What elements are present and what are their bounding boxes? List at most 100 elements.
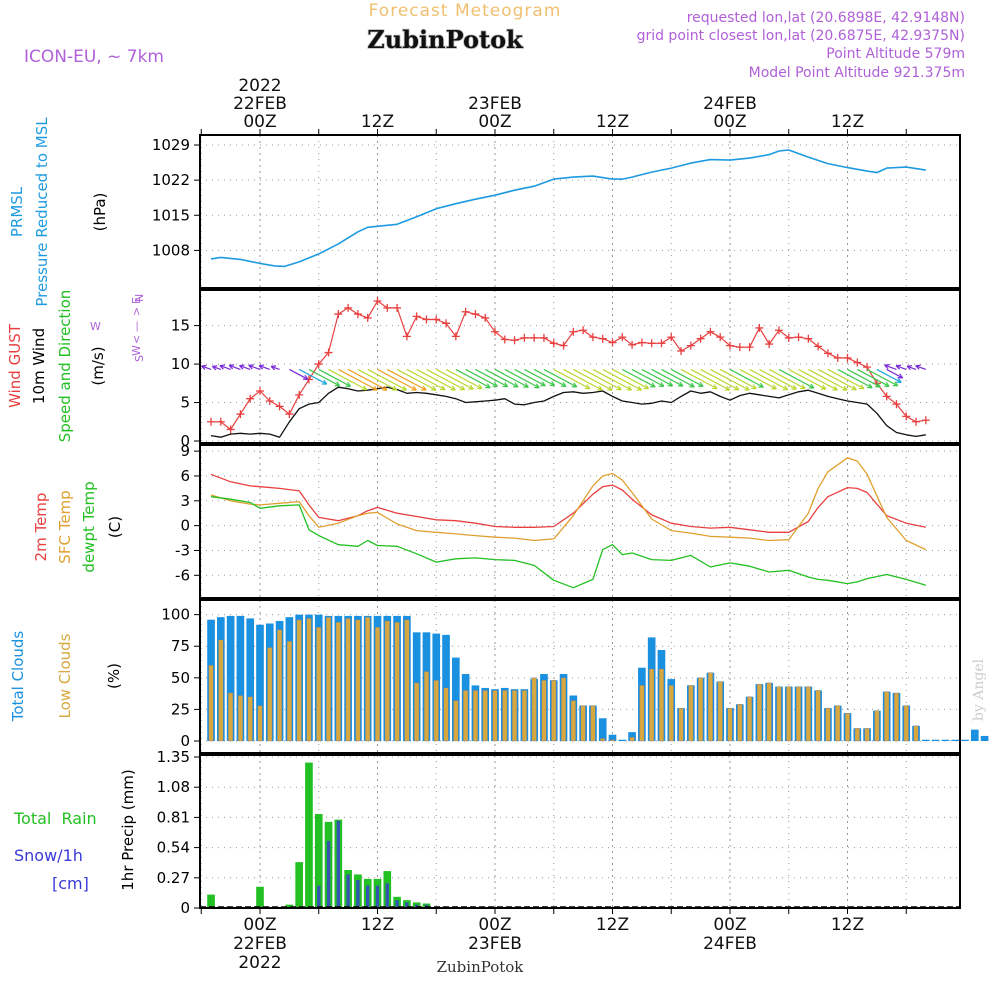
wind-arrow <box>338 368 378 391</box>
wind-arrow <box>201 365 212 371</box>
low-cloud-bar <box>316 627 322 742</box>
wind-arrow-head <box>643 384 650 390</box>
gust-marker <box>559 341 568 350</box>
data-layer <box>200 149 989 908</box>
temperature-panel-frame <box>199 444 961 599</box>
rain-bar <box>295 862 303 908</box>
compass-label: N <box>133 294 146 302</box>
temp-sfc-line <box>210 457 927 551</box>
wind-arrow-head <box>896 378 902 384</box>
precip-unit: 1hr Precip (mm) <box>119 769 137 890</box>
wind-arrow <box>592 368 632 391</box>
low-cloud-bar <box>512 690 518 742</box>
time-label-top: 22FEB <box>233 94 287 114</box>
wind-arrow-head <box>513 382 519 388</box>
low-cloud-bar <box>570 700 576 742</box>
y-tick-label: 0 <box>180 517 190 535</box>
wind-arrow <box>651 368 684 387</box>
gust-marker <box>393 303 402 312</box>
gust-marker <box>500 335 509 344</box>
pressure-label: PRMSL <box>8 186 26 237</box>
low-cloud-bar <box>707 672 713 742</box>
low-cloud-bar <box>649 668 655 742</box>
wind-arrow <box>504 368 540 389</box>
snow-bar <box>395 900 399 908</box>
gust-marker <box>843 353 852 362</box>
wind-arrow <box>573 368 613 391</box>
wind-arrow-head <box>439 385 446 391</box>
gust-marker <box>334 310 343 319</box>
low-cloud-bar <box>854 728 860 742</box>
gust-marker <box>608 338 617 347</box>
closest-coords: grid point closest lon,lat (20.6875E, 42… <box>637 28 965 44</box>
gust-marker <box>432 315 441 324</box>
low-cloud-bar <box>384 620 390 742</box>
gust-marker <box>530 333 539 342</box>
wind-arrow <box>670 368 704 387</box>
temp-dewpt-line <box>210 496 926 589</box>
wind-arrow-head <box>658 381 665 387</box>
gust-marker <box>647 339 656 348</box>
gust-marker <box>422 315 431 324</box>
wind-arrow <box>308 368 340 387</box>
total-cloud-bar <box>236 615 245 741</box>
low-cloud-bar <box>414 682 420 742</box>
gust-marker <box>481 313 490 322</box>
total-cloud-label: Total Clouds <box>9 631 27 723</box>
wind-arrow-head <box>744 385 750 391</box>
total-cloud-bar <box>922 739 930 741</box>
wind-arrow <box>426 368 465 391</box>
y-tick-label: 6 <box>180 467 190 485</box>
gust-marker <box>461 307 470 316</box>
compass-label: S <box>133 355 146 362</box>
rain-bar <box>256 886 264 908</box>
low-cloud-bar <box>835 705 841 742</box>
requested-coords: requested lon,lat (20.6898E, 42.9148N) <box>687 10 965 26</box>
low-cloud-bar <box>277 629 283 742</box>
time-label-bottom: 12Z <box>831 915 864 935</box>
gust-marker <box>383 303 392 312</box>
wind-arrow <box>248 364 261 371</box>
gust-marker <box>618 333 627 342</box>
wind-arrow <box>494 368 529 388</box>
low-cloud-bar <box>639 685 645 742</box>
rain-bar <box>285 904 294 908</box>
wind-arrow-head <box>842 385 848 391</box>
wind-arrow <box>258 364 270 371</box>
gust-marker <box>628 340 637 349</box>
wind-arrow <box>612 368 649 390</box>
compass-label: W <box>130 345 143 356</box>
wind-arrow <box>817 368 857 391</box>
wind-arrow-head <box>477 384 483 390</box>
rain-bar <box>207 894 215 908</box>
labels-layer: 1008101510221029051015-6-303690255075100… <box>6 76 864 973</box>
wind-arrow <box>768 368 806 390</box>
temp-dewpt-label: dewpt Temp <box>80 481 98 572</box>
low-cloud-bar <box>247 696 253 742</box>
wind-arrow <box>357 368 398 391</box>
wind-arrow-head <box>345 381 352 387</box>
low-cloud-bar <box>237 695 243 742</box>
wind-arrow-head <box>372 385 378 391</box>
gust-marker <box>579 326 588 335</box>
gust-marker <box>598 334 607 343</box>
gust-marker <box>314 360 323 369</box>
wind-arrow <box>563 368 603 391</box>
y-tick-label: 0 <box>180 432 190 450</box>
wind-arrow-head <box>884 381 890 387</box>
gust-marker <box>774 326 783 335</box>
time-label-bottom: 00Z <box>478 915 511 935</box>
wind-arrow <box>396 368 437 391</box>
time-label-top: 12Z <box>596 112 629 132</box>
rain-bar <box>314 814 323 908</box>
total-cloud-bar <box>226 615 235 741</box>
wind-arrow <box>347 368 388 391</box>
wind-arrow-head <box>211 365 218 371</box>
time-label-top: 12Z <box>361 112 394 132</box>
wind-arrow <box>886 368 903 379</box>
y-tick-label: 1015 <box>152 206 190 224</box>
wind-arrow <box>298 368 327 385</box>
wind-arrow-head <box>858 384 865 390</box>
gust-marker <box>686 341 695 350</box>
wind-arrow-head <box>677 381 684 387</box>
